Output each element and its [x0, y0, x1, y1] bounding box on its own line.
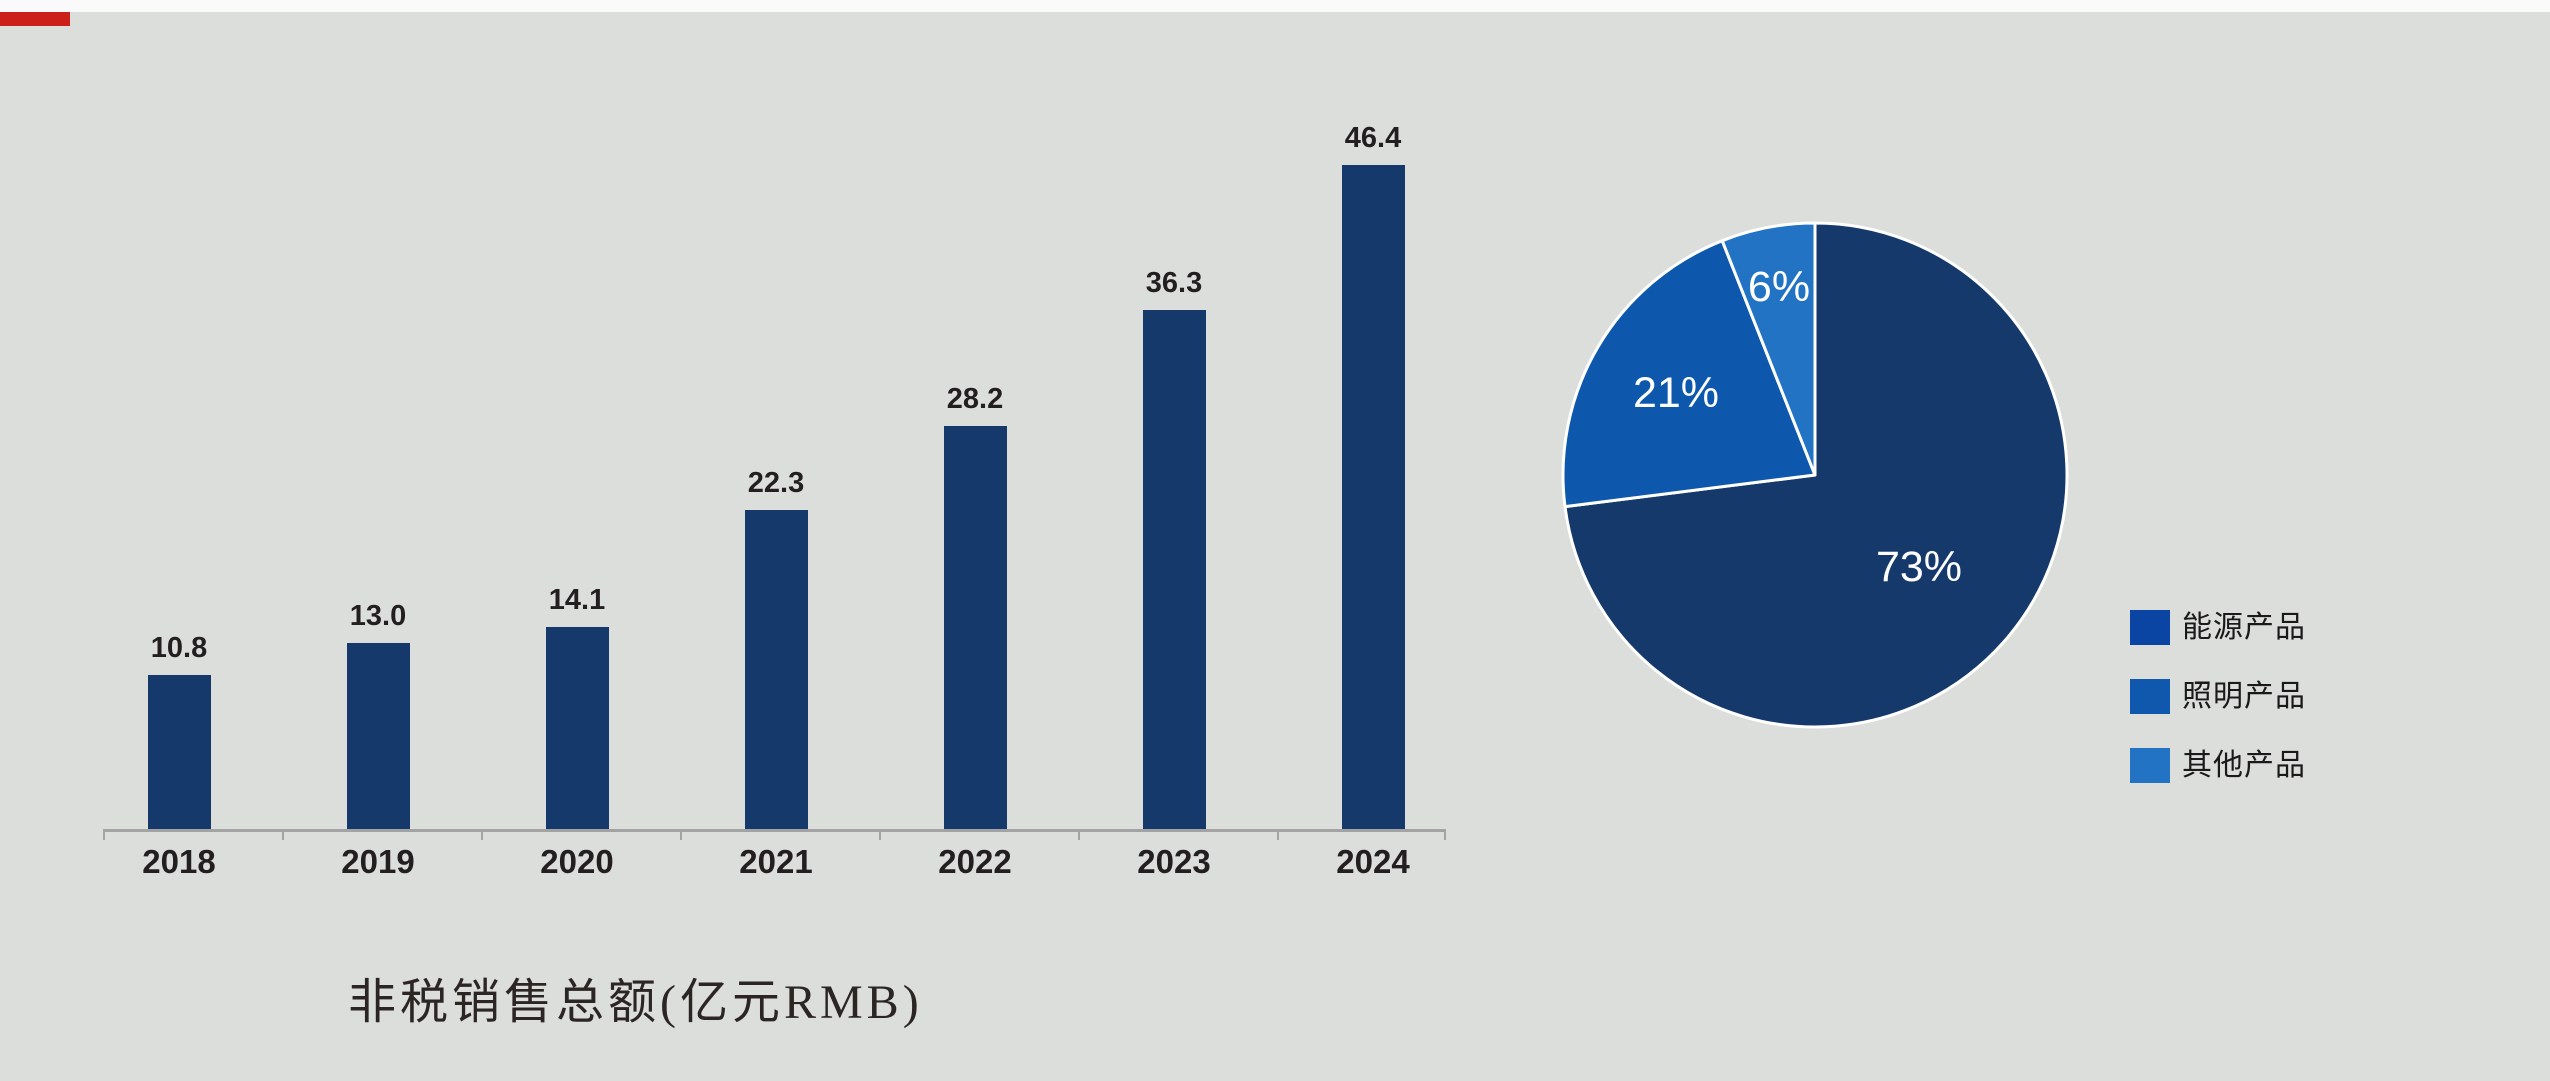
bar-value-label: 28.2: [946, 383, 1004, 415]
pie-slice-label: 73%: [1876, 543, 1962, 591]
legend-label: 能源产品: [2182, 611, 2306, 644]
axis-tick: [1078, 831, 1080, 840]
legend-swatch: [2130, 679, 2170, 714]
bar-2018: [147, 675, 211, 829]
x-axis-tick-label: 2024: [1336, 843, 1410, 880]
bar-2024: [1341, 165, 1405, 829]
axis-tick: [1277, 831, 1279, 840]
legend-label: 其他产品: [2182, 749, 2306, 782]
pie-chart: 73% 21% 6%: [1561, 221, 2069, 729]
bar-value-label: 36.3: [1145, 267, 1203, 299]
bar-2021: [744, 510, 808, 829]
x-axis: [103, 829, 1446, 832]
axis-tick: [481, 831, 483, 840]
screen-artifact-red-mark: [0, 12, 70, 26]
bar-value-label: 10.8: [150, 632, 208, 664]
legend-swatch: [2130, 610, 2170, 645]
bar-2023: [1142, 310, 1206, 829]
x-axis-tick-label: 2023: [1137, 843, 1211, 880]
bar-2019: [346, 643, 410, 829]
x-axis-tick-label: 2022: [938, 843, 1012, 880]
top-edge-strip: [0, 0, 2550, 12]
x-axis-tick-label: 2018: [142, 843, 216, 880]
x-axis-tick-label: 2019: [341, 843, 415, 880]
axis-tick: [680, 831, 682, 840]
bar-value-label: 14.1: [548, 584, 606, 616]
x-axis-tick-label: 2021: [739, 843, 813, 880]
bar-value-label: 46.4: [1344, 122, 1402, 154]
legend-label: 照明产品: [2182, 680, 2306, 713]
legend-swatch: [2130, 748, 2170, 783]
bar-value-label: 22.3: [747, 467, 805, 499]
pie-slice-label: 6%: [1748, 263, 1810, 311]
bar-2020: [545, 627, 609, 829]
bar-2022: [943, 426, 1007, 829]
bar-value-label: 13.0: [349, 600, 407, 632]
axis-tick: [103, 831, 105, 840]
pie-slice-其他产品: [1720, 221, 1817, 477]
axis-tick: [879, 831, 881, 840]
axis-tick: [282, 831, 284, 840]
axis-tick: [1444, 831, 1446, 840]
pie-slice-label: 21%: [1633, 369, 1719, 417]
x-axis-tick-label: 2020: [540, 843, 614, 880]
bar-chart-title: 非税销售总额(亿元RMB): [348, 976, 923, 1029]
pie-slice-照明产品: [1561, 239, 1817, 509]
